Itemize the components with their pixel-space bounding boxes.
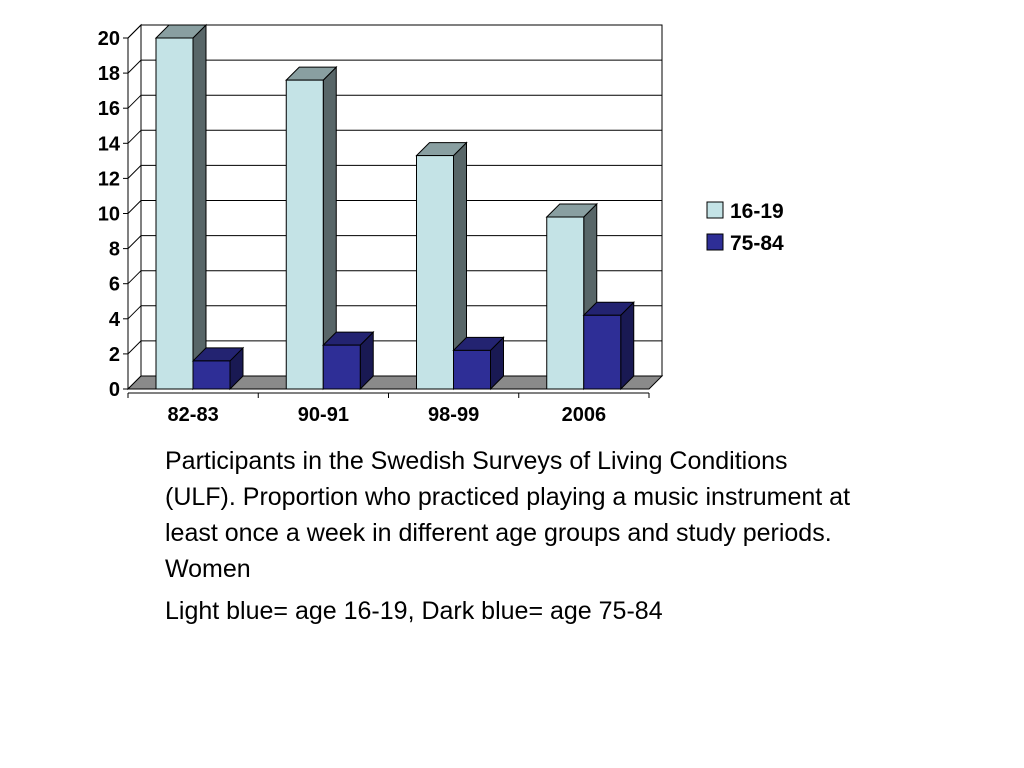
bar-16-19-90-91 <box>285 65 338 391</box>
legend: 16-19 75-84 <box>706 200 784 255</box>
x-tick-label: 90-91 <box>298 404 349 426</box>
y-tick-label: 10 <box>98 204 120 226</box>
y-tick-label: 18 <box>98 63 120 85</box>
bar-front <box>322 344 361 390</box>
gridline <box>127 305 142 320</box>
y-tick-label: 4 <box>109 309 121 331</box>
y-tick-label: 16 <box>98 98 120 120</box>
legend-label: 16-19 <box>730 200 784 223</box>
bar-chart: 0 2 4 6 8 10 12 14 16 18 20 82-83 90-91 98-99 2006 16… <box>98 23 784 426</box>
legend-swatch <box>706 201 724 219</box>
bar-front <box>192 360 231 390</box>
gridline <box>127 270 142 285</box>
bar-front <box>416 155 454 390</box>
bar-front <box>285 79 324 390</box>
y-tick-label: 14 <box>98 133 121 155</box>
y-tick-label: 6 <box>109 274 120 296</box>
gridline <box>127 24 142 39</box>
bar-front <box>155 37 194 390</box>
y-tick-label: 12 <box>98 168 120 190</box>
gridline <box>127 235 142 249</box>
bars <box>154 23 635 391</box>
bar-front <box>453 349 491 390</box>
x-tick-label: 98-99 <box>428 404 479 426</box>
bar-75-84-90-91 <box>322 330 375 391</box>
gridline <box>127 165 142 179</box>
bar-side <box>620 301 635 391</box>
gridline <box>127 94 142 109</box>
color-key-note: Light blue= age 16-19, Dark blue= age 75… <box>165 597 663 625</box>
gridline <box>127 200 142 214</box>
legend-label: 75-84 <box>730 232 784 255</box>
y-tick-label: 8 <box>109 239 120 261</box>
y-tick-label: 20 <box>98 28 120 50</box>
gridline <box>127 129 142 144</box>
x-tick-label: 2006 <box>562 404 607 426</box>
bar-75-84-82-83 <box>191 346 245 391</box>
bar-front <box>583 314 622 390</box>
bar-75-84-2006 <box>582 301 635 391</box>
gridline <box>127 59 142 74</box>
x-axis: 82-83 90-91 98-99 2006 <box>127 392 650 426</box>
y-axis: 0 2 4 6 8 10 12 14 16 18 20 <box>98 28 129 401</box>
x-tick-label: 82-83 <box>168 404 219 426</box>
gridline <box>127 340 142 355</box>
y-tick-label: 2 <box>109 344 120 366</box>
legend-swatch <box>706 233 724 251</box>
bar-16-19-98-99 <box>415 141 468 391</box>
chart-caption: Participants in the Swedish Surveys of L… <box>165 447 851 583</box>
bar-75-84-98-99 <box>452 336 505 391</box>
bar-front <box>546 216 585 390</box>
bar-side <box>192 23 207 391</box>
y-tick-label: 0 <box>109 379 120 401</box>
bar-16-19-82-83 <box>154 23 208 391</box>
